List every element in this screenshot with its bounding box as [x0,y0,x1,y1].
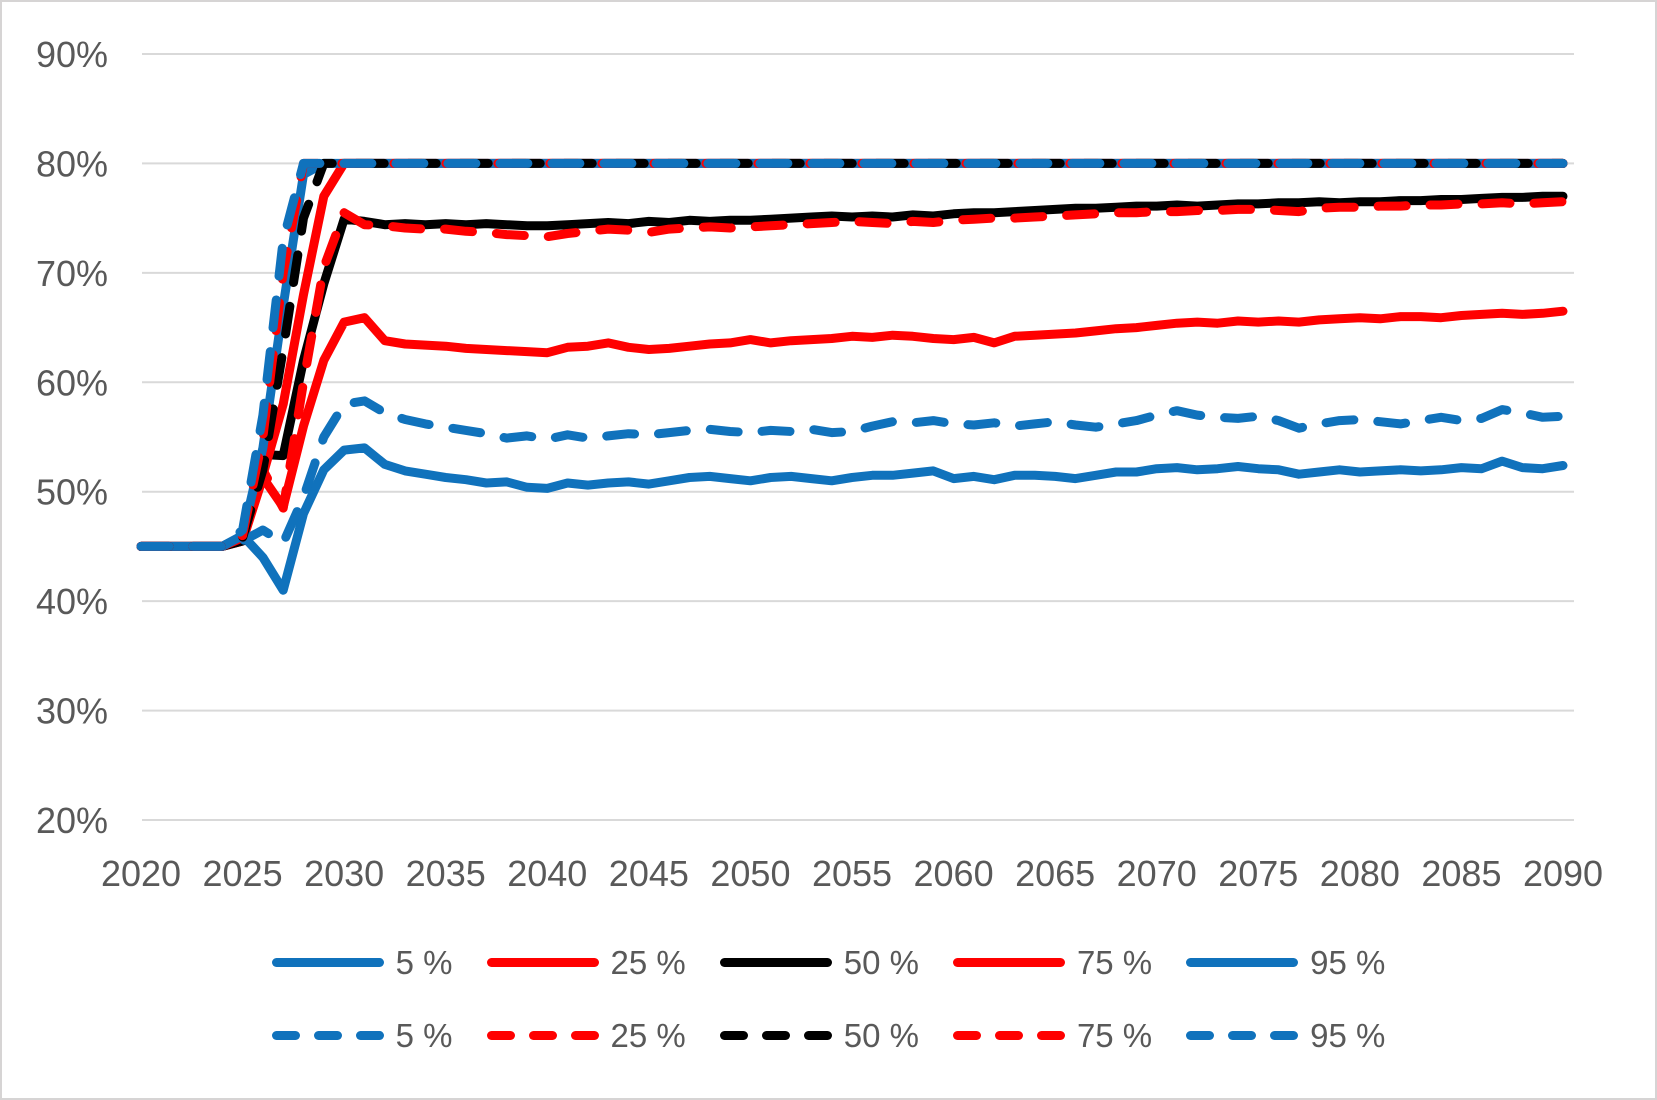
x-tick-label: 2055 [812,853,892,894]
legend-swatch-segment [1186,1030,1215,1040]
legend-swatch-segment [313,1030,342,1040]
x-tick-label: 2070 [1117,853,1197,894]
legend-item-solid-95%: 95 % [1186,946,1385,979]
y-tick-label: 80% [36,143,108,184]
series-line-dashed-50% [136,158,1568,551]
gridlines [142,53,1574,821]
x-tick-label: 2085 [1421,853,1501,894]
legend-swatch-segment [761,1030,790,1040]
x-tick-label: 2040 [507,853,587,894]
y-tick-label: 70% [36,253,108,294]
x-tick-label: 2090 [1523,853,1603,894]
legend-swatch-segment [719,957,832,967]
x-tick-label: 2075 [1218,853,1298,894]
legend-label: 95 % [1310,943,1386,981]
series-line-dashed-5% [136,396,1568,551]
series-line-dashed-75% [136,158,1568,551]
y-tick-label: 20% [36,800,108,841]
y-tick-label: 30% [36,691,108,732]
legend-solid-line-swatch [1186,957,1299,967]
y-tick-label: 50% [36,472,108,513]
chart-plot: 90% 80% 70% 60% 50% 40% 30% 20% 2020 2025 2030 2035… [36,34,1603,894]
legend-swatch-segment [271,957,384,967]
legend-row-dashed: 5 % 25 % 50 % 75 % 95 % [2,1013,1655,1057]
x-tick-label: 2065 [1015,853,1095,894]
legend-label: 5 % [395,1016,453,1054]
series-line-dashed-25% [136,197,1568,551]
legend-label: 50 % [843,1016,919,1054]
legend-item-dashed-50%: 50 % [719,1016,919,1054]
x-tick-label: 2060 [914,853,994,894]
legend-swatch-segment [1270,1030,1299,1040]
legend-swatch-segment [1228,1030,1257,1040]
legend-swatch-segment [486,957,599,967]
legend-item-solid-25%: 25 % [486,943,686,981]
legend-swatch-segment [1036,1030,1065,1040]
legend-row-solid: 5 % 25 % 50 % 75 % 95 % [2,940,1655,984]
y-tick-label: 90% [36,34,108,75]
legend-label: 50 % [843,943,919,981]
legend-item-dashed-95%: 95 % [1186,1019,1385,1052]
legend-swatch-segment [486,1030,515,1040]
legend-label: 5 % [395,943,453,981]
legend-swatch-segment [994,1030,1023,1040]
x-tick-label: 2080 [1320,853,1400,894]
x-tick-label: 2035 [406,853,486,894]
legend-label: 25 % [610,1016,686,1054]
legend-label: 75 % [1076,943,1153,981]
legend-swatch-segment [355,1030,384,1040]
legend-dashed-line-swatch [271,1030,384,1040]
y-axis-tick-labels: 90% 80% 70% 60% 50% 40% 30% 20% [36,34,108,841]
x-tick-label: 2050 [710,853,790,894]
legend-solid-line-swatch [486,957,599,967]
y-tick-label: 40% [36,581,108,622]
x-axis-tick-labels: 2020 2025 2030 2035 2040 2045 2050 2055 2060 2065… [101,853,1603,894]
legend-item-dashed-25%: 25 % [486,1016,686,1054]
legend-swatch-segment [1186,957,1299,967]
series-line-solid-50% [136,191,1568,551]
legend-item-solid-5%: 5 % [271,943,453,981]
legend-label: 95 % [1310,1016,1386,1054]
legend-item-solid-50%: 50 % [719,943,919,981]
y-tick-label: 60% [36,362,108,403]
legend-label: 75 % [1076,1016,1153,1054]
legend-swatch-segment [952,957,1065,967]
legend-dashed-line-swatch [719,1030,832,1040]
legend-item-dashed-5%: 5 % [271,1016,453,1054]
legend-swatch-segment [570,1030,599,1040]
series-line-solid-25% [136,306,1568,551]
x-tick-label: 2030 [304,853,384,894]
legend-dashed-line-swatch [1186,1030,1299,1040]
legend-dashed-line-swatch [486,1030,599,1040]
legend-solid-line-swatch [719,957,832,967]
legend-swatch-segment [719,1030,748,1040]
legend-label: 25 % [610,943,686,981]
x-tick-label: 2045 [609,853,689,894]
legend-solid-line-swatch [271,957,384,967]
legend-swatch-segment [271,1030,300,1040]
legend-solid-line-swatch [952,957,1065,967]
x-tick-label: 2025 [203,853,283,894]
legend-swatch-segment [528,1030,557,1040]
legend-swatch-segment [803,1030,832,1040]
legend-item-dashed-75%: 75 % [952,1016,1153,1054]
series-line-solid-5% [136,443,1568,595]
legend-item-solid-75%: 75 % [952,943,1153,981]
legend-swatch-segment [952,1030,981,1040]
legend-dashed-line-swatch [952,1030,1065,1040]
x-tick-label: 2020 [101,853,181,894]
